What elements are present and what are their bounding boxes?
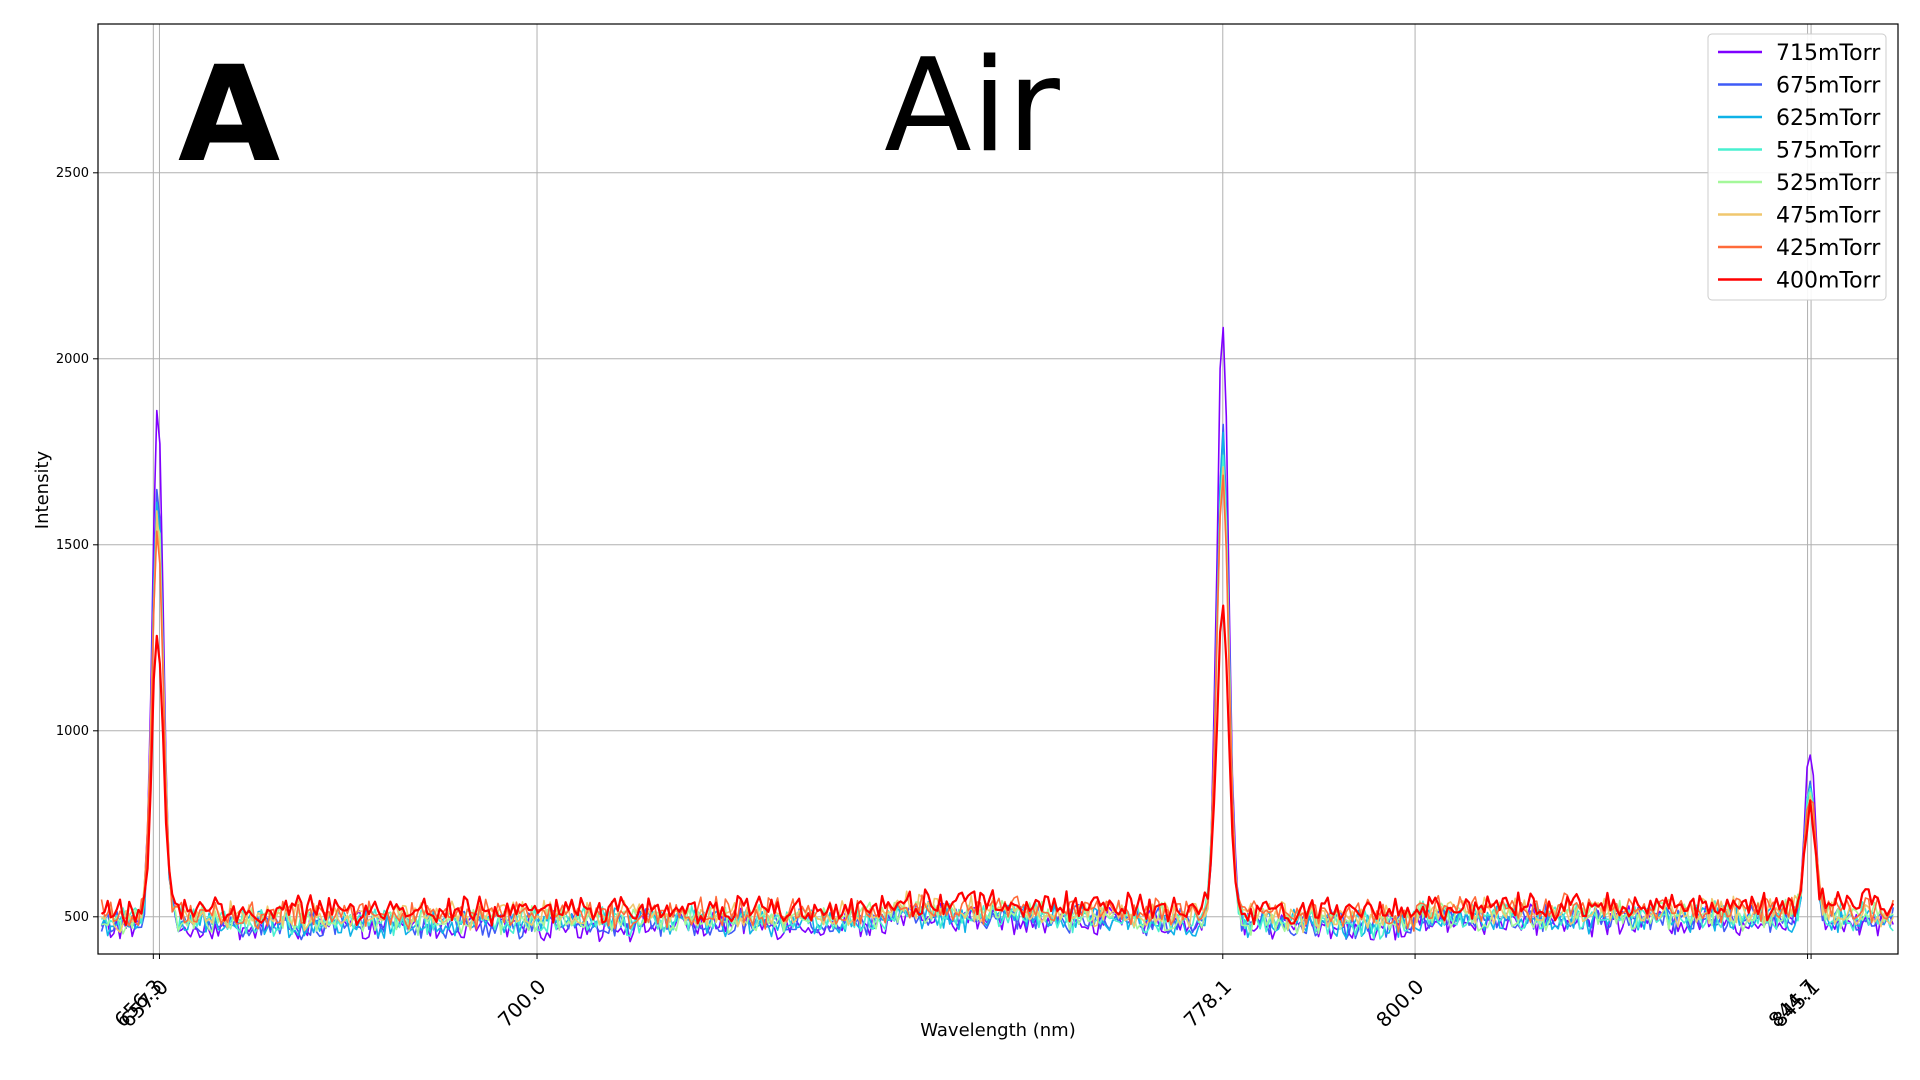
legend-label: 575mTorr	[1776, 139, 1881, 164]
y-tick-label: 2500	[56, 166, 89, 181]
x-tick-label: 700.0	[493, 975, 550, 1032]
y-tick-label: 1500	[56, 538, 89, 553]
panel-label: A	[178, 38, 280, 192]
x-tick-label: 778.1	[1179, 975, 1236, 1032]
y-axis-label: Intensity	[32, 450, 53, 529]
series-line	[100, 454, 1894, 940]
legend-label: 675mTorr	[1776, 74, 1881, 99]
y-tick-label: 500	[64, 910, 89, 925]
x-axis-label: Wavelength (nm)	[920, 1020, 1076, 1041]
y-tick-label: 1000	[56, 724, 89, 739]
legend-label: 715mTorr	[1776, 41, 1881, 66]
legend-label: 475mTorr	[1776, 204, 1881, 229]
x-tick-label: 800.0	[1371, 975, 1428, 1032]
legend-label: 625mTorr	[1776, 106, 1881, 131]
series-line	[101, 465, 1894, 936]
legend-label: 525mTorr	[1776, 171, 1881, 196]
series-lines	[100, 326, 1895, 943]
series-line	[100, 604, 1895, 927]
y-axis-ticks: 500 1000 1500 2000 2500	[56, 166, 98, 925]
legend-label: 400mTorr	[1776, 269, 1881, 294]
legend: 715mTorr 675mTorr 625mTorr 575mTorr 525mTorr…	[1707, 33, 1887, 301]
series-line	[100, 474, 1894, 933]
y-tick-label: 2000	[56, 352, 89, 367]
legend-label: 425mTorr	[1776, 236, 1881, 261]
plot-frame	[97, 23, 1899, 955]
series-line	[100, 466, 1894, 934]
legend-box	[1707, 33, 1887, 301]
plot-background	[98, 24, 1898, 954]
chart-title: Air	[884, 32, 1060, 181]
